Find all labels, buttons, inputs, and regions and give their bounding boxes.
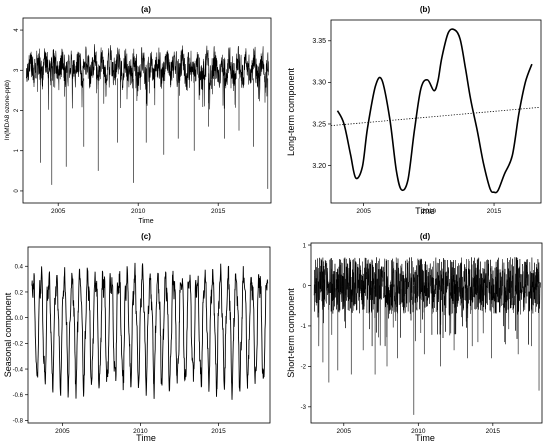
x-tick-label: 2010 — [422, 208, 437, 215]
y-tick-label: 3.35 — [312, 38, 326, 45]
y-tick-label: -1 — [301, 324, 307, 330]
panel-a-title: (a) — [141, 5, 151, 14]
x-tick-label: 2005 — [337, 428, 352, 435]
panel-c-title: (c) — [141, 232, 151, 241]
panel-a-yticks: 0 1 2 3 4 — [14, 28, 23, 193]
panel-b-yticks: 3.20 3.25 3.30 3.35 — [312, 38, 331, 170]
y-tick-label: 1 — [303, 243, 307, 249]
panel-b-ylabel: Long-term component — [286, 67, 296, 156]
y-tick-label: 0 — [14, 189, 20, 193]
x-tick-label: 2015 — [211, 208, 226, 215]
y-tick-label: 3 — [14, 68, 20, 72]
panel-a: (a) 2005 2010 2015 0 1 2 3 4 Time ln(MDA8 ozon… — [4, 5, 272, 225]
panel-b-xlabel: Time — [415, 206, 435, 216]
panel-a-ozone-line — [25, 44, 269, 110]
panel-b: (b) 2005 2010 2015 3.20 3.25 3.30 3.35 Time L… — [286, 5, 542, 216]
x-tick-label: 2005 — [356, 208, 371, 215]
panel-d: (d) 2005 2010 2015 -3 -2 -1 0 1 Time Short-ter… — [286, 232, 543, 443]
panel-c-ylabel: Seasonal component — [3, 292, 13, 377]
panel-b-plot-frame — [330, 19, 542, 204]
y-tick-label: 2 — [14, 108, 20, 112]
panel-a-ylabel: ln(MDA8 ozone-ppb) — [4, 80, 11, 140]
y-tick-label: -3 — [301, 405, 307, 411]
x-tick-label: 2010 — [131, 208, 146, 215]
panel-c-plot-frame — [27, 246, 271, 424]
y-tick-label: 1 — [14, 148, 20, 152]
y-tick-label: 3.25 — [312, 121, 326, 128]
y-tick-label: -0.4 — [13, 367, 24, 373]
panel-b-xticks: 2005 2010 2015 — [356, 203, 502, 215]
y-tick-label: -2 — [301, 365, 307, 371]
y-tick-label: 3.30 — [312, 80, 326, 87]
panel-b-long-term-line — [336, 28, 533, 194]
panel-a-xticks: 2005 2010 2015 — [51, 203, 226, 215]
x-tick-label: 2015 — [487, 208, 502, 215]
panel-c-xlabel: Time — [136, 433, 156, 443]
panel-a-series — [25, 44, 269, 189]
panel-d-title: (d) — [420, 232, 431, 241]
y-tick-label: -0.6 — [13, 393, 24, 399]
y-tick-label: 0.4 — [15, 265, 24, 271]
panel-d-yticks: -3 -2 -1 0 1 — [301, 243, 311, 411]
y-tick-label: -0.2 — [13, 342, 24, 348]
panel-d-plot-frame — [310, 242, 543, 424]
x-tick-label: 2015 — [486, 428, 501, 435]
panel-c-xticks: 2005 2010 2015 — [55, 423, 226, 435]
panel-d-short-term-line — [313, 257, 541, 347]
panel-a-xlabel: Time — [138, 218, 153, 225]
x-tick-label: 2005 — [51, 208, 66, 215]
panel-d-ylabel: Short-term component — [286, 288, 296, 378]
y-tick-label: 3.20 — [312, 163, 326, 170]
x-tick-label: 2015 — [211, 428, 226, 435]
y-tick-label: 0 — [303, 284, 307, 290]
y-tick-label: 4 — [14, 28, 20, 32]
panel-c-yticks: -0.8 -0.6 -0.4 -0.2 0.0 0.2 0.4 — [13, 265, 28, 425]
x-tick-label: 2005 — [55, 428, 70, 435]
panel-d-xticks: 2005 2010 2015 — [337, 423, 501, 435]
panel-b-trend-line — [330, 106, 540, 127]
x-tick-label: 2010 — [133, 428, 148, 435]
x-tick-label: 2010 — [411, 428, 426, 435]
y-tick-label: 0.0 — [15, 316, 24, 322]
panel-c: (c) 2005 2010 2015 -0.8 -0.6 -0.4 -0.2 0.0 0.2 0… — [3, 232, 271, 443]
panel-b-title: (b) — [420, 5, 431, 14]
y-tick-label: 0.2 — [15, 290, 24, 296]
panel-c-seasonal-line — [31, 262, 269, 400]
panel-d-series — [313, 257, 541, 415]
y-tick-label: -0.8 — [13, 419, 24, 425]
panel-d-xlabel: Time — [415, 433, 435, 443]
